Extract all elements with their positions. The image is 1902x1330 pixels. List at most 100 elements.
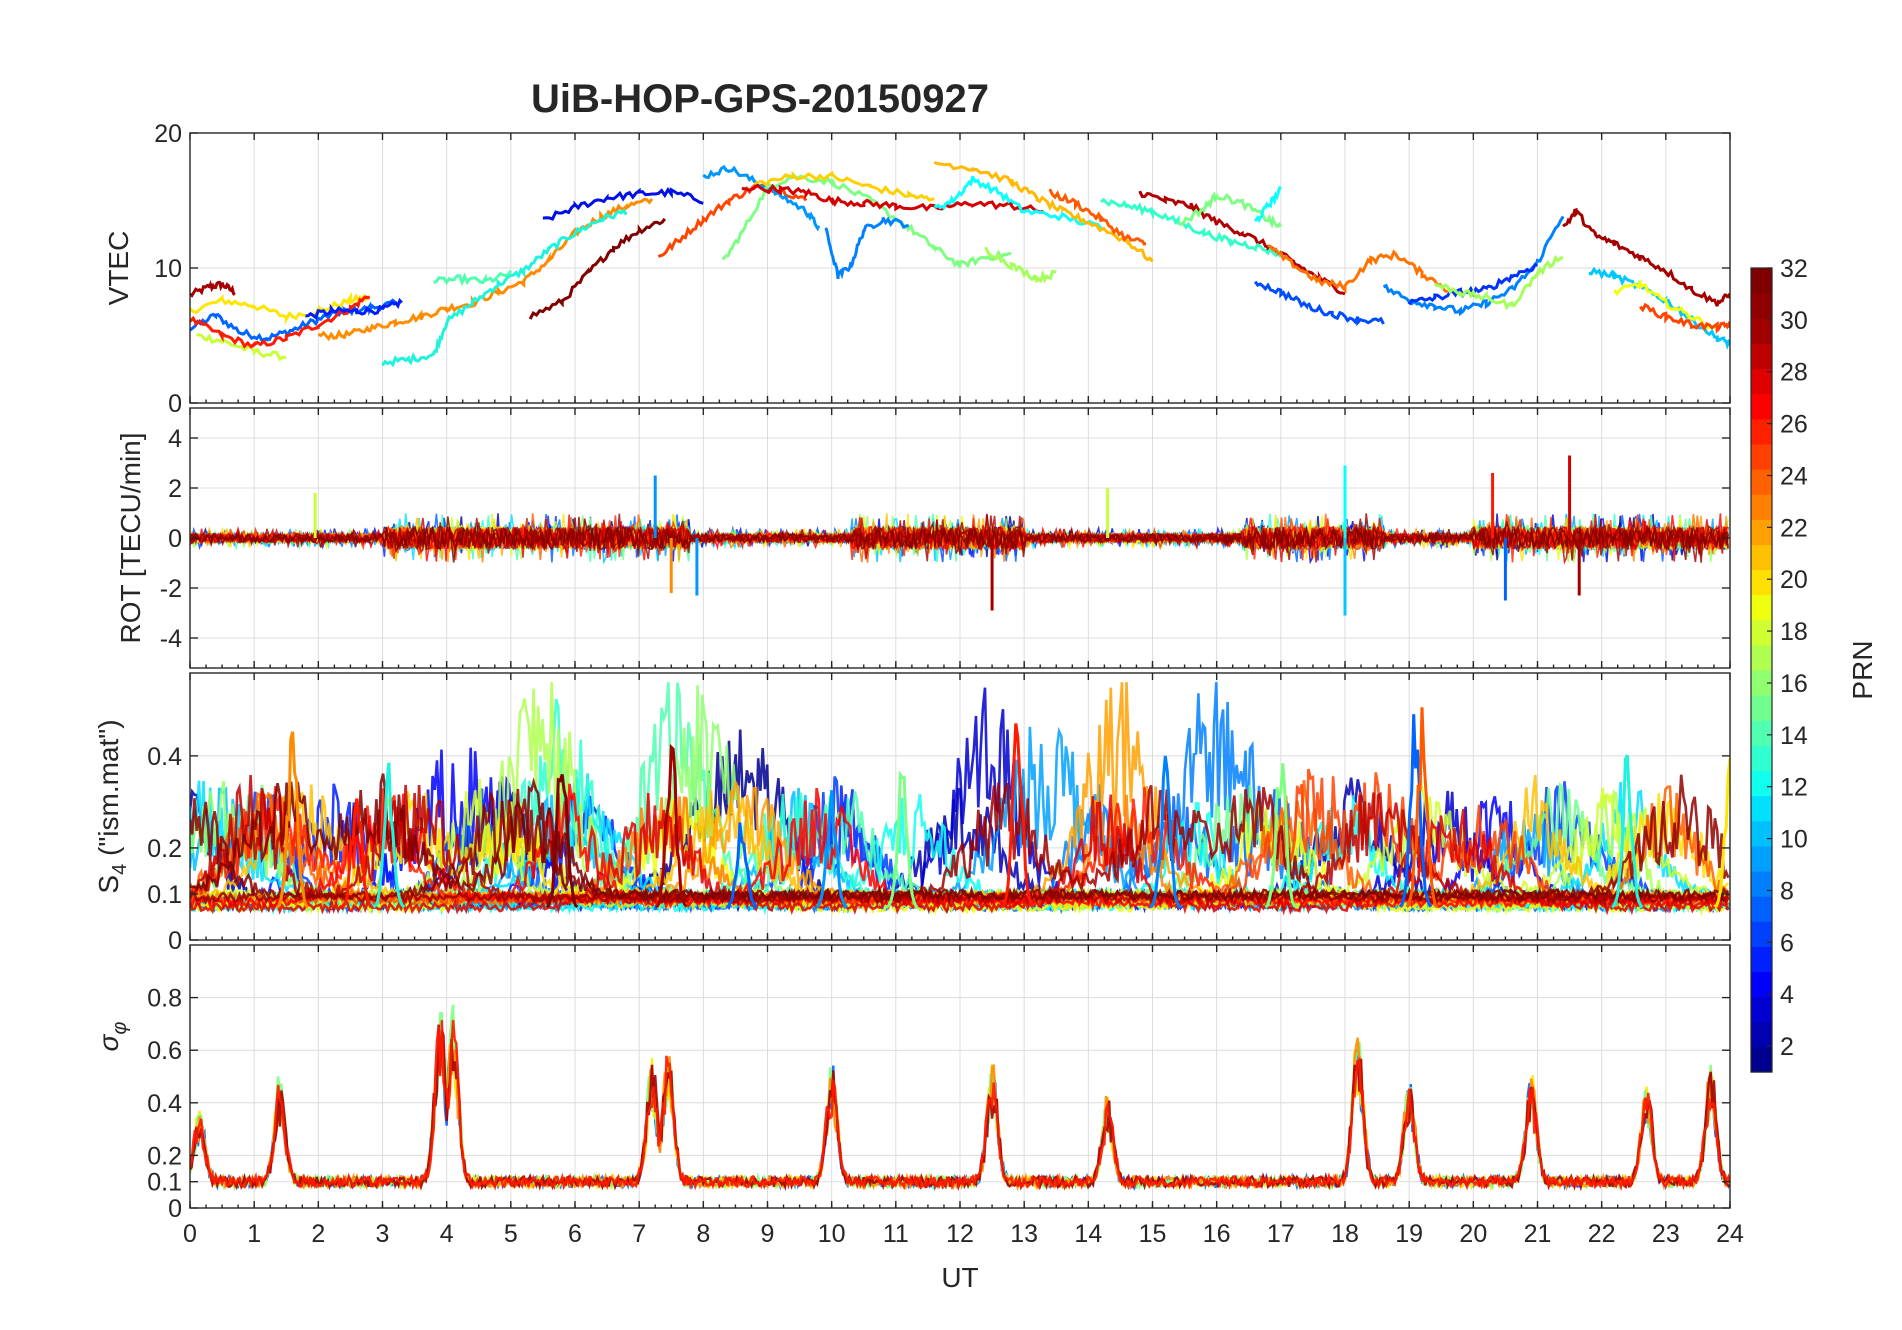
y-axis-label-vtec: VTEC	[103, 231, 134, 306]
vtec-series-prn-27	[1639, 302, 1730, 334]
y-tick-label: 0.4	[147, 743, 182, 771]
x-tick-label: 2	[311, 1220, 325, 1248]
panel-s4: 0 0.1 0.2 0.4 S4 ("ism.mat")	[93, 672, 1731, 955]
colorbar-swatch	[1751, 795, 1772, 822]
x-tick-label: 5	[504, 1220, 518, 1248]
colorbar-swatch	[1751, 820, 1772, 847]
colorbar-swatch	[1751, 343, 1772, 370]
panel-vtec: 0 10 20 VTEC	[103, 120, 1731, 418]
x-tick-label: 10	[818, 1220, 846, 1248]
x-tick-label: 15	[1139, 1220, 1167, 1248]
x-tick-label: 8	[696, 1220, 710, 1248]
colorbar-tick-label: 20	[1780, 566, 1808, 594]
figure-title: UiB-HOP-GPS-20150927	[531, 77, 989, 121]
y-tick-label: 0.6	[147, 1037, 182, 1065]
colorbar-swatch	[1751, 393, 1772, 420]
colorbar-tick-label: 32	[1780, 255, 1808, 283]
colorbar-swatch	[1751, 871, 1772, 897]
vtec-series-prn-31	[1562, 207, 1730, 307]
colorbar-swatch	[1751, 569, 1772, 596]
colorbar-tick-label: 26	[1780, 411, 1808, 439]
colorbar-tick-label: 16	[1780, 670, 1808, 698]
y-tick-label: 0	[168, 1195, 182, 1223]
colorbar-swatch	[1751, 619, 1772, 646]
colorbar-swatch	[1751, 318, 1772, 344]
vtec-series-prn-14	[1100, 197, 1283, 258]
vtec-series-prn-16	[1177, 191, 1283, 229]
vtec-series-prn-22	[933, 161, 1154, 263]
colorbar-swatch	[1751, 996, 1772, 1023]
colorbar-swatch	[1751, 494, 1772, 520]
colorbar-swatch	[1751, 268, 1772, 294]
s4-peak	[1713, 758, 1730, 909]
colorbar-tick-label: 14	[1780, 722, 1808, 750]
colorbar-swatch	[1751, 971, 1772, 998]
colorbar-tick-label: 24	[1780, 462, 1808, 490]
colorbar-swatch	[1751, 443, 1772, 470]
x-tick-label: 18	[1331, 1220, 1359, 1248]
y-tick-label: -2	[160, 575, 182, 603]
y-tick-label: 0.8	[147, 985, 182, 1013]
s4-peak	[1001, 723, 1035, 909]
y-axis-label-sigma_phi: σφ	[93, 1022, 131, 1052]
x-tick-label: 24	[1716, 1220, 1744, 1248]
vtec-series-prn-26	[1048, 188, 1147, 246]
colorbar-tick-label: 10	[1780, 826, 1808, 854]
x-tick-label: 0	[183, 1220, 197, 1248]
colorbar-swatch	[1751, 946, 1772, 973]
colorbar-tick-label: 6	[1780, 929, 1794, 957]
s4-peak	[655, 743, 688, 909]
colorbar-swatch	[1751, 1046, 1772, 1073]
y-tick-label: 0.1	[147, 881, 182, 909]
vtec-series-prn-21	[753, 170, 935, 202]
y-tick-label: 0.1	[147, 1169, 182, 1197]
plot-area-sigma_phi	[190, 1004, 1730, 1192]
vtec-series-prn-20	[190, 291, 371, 325]
vtec-series-prn-6	[1253, 280, 1385, 327]
colorbar-swatch	[1751, 1021, 1772, 1048]
s4-peak	[1405, 707, 1439, 908]
y-tick-label: 0	[168, 390, 182, 418]
s4-peak	[545, 773, 579, 909]
colorbar-tick-label: 22	[1780, 514, 1808, 542]
vtec-series-prn-3	[305, 297, 403, 320]
s4-peak	[1398, 714, 1433, 908]
y-tick-label: 20	[154, 120, 182, 148]
y-tick-label: 10	[154, 255, 182, 283]
vtec-series-prn-9	[824, 216, 910, 280]
y-axis-label-s4: S4 ("ism.mat")	[93, 719, 131, 893]
vtec-series-prn-12	[1253, 185, 1282, 224]
colorbar-swatch	[1751, 695, 1772, 721]
panel-rot: -4 -2 0 2 4 ROT [TECU/min]	[115, 407, 1731, 669]
x-tick-label: 3	[376, 1220, 390, 1248]
vtec-series-prn-24	[1267, 243, 1449, 294]
x-tick-label: 13	[1010, 1220, 1038, 1248]
x-tick-label: 9	[761, 1220, 775, 1248]
colorbar-swatch	[1751, 921, 1772, 947]
y-tick-label: -4	[160, 625, 182, 653]
x-tick-label: 23	[1652, 1220, 1680, 1248]
y-tick-label: 0.4	[147, 1090, 182, 1118]
colorbar-swatch	[1751, 845, 1772, 872]
x-tick-label: 12	[946, 1220, 974, 1248]
colorbar-swatch	[1751, 896, 1772, 922]
vtec-series-prn-30	[1138, 190, 1346, 296]
s4-trace	[190, 774, 1730, 905]
y-axis-label-rot: ROT [TECU/min]	[115, 432, 146, 643]
x-tick-label: 11	[883, 1220, 909, 1248]
s4-peak	[885, 770, 919, 909]
vtec-series-prn-17	[1434, 254, 1564, 311]
vtec-series-prn-12	[933, 175, 1103, 230]
colorbar-tick-label: 12	[1780, 774, 1808, 802]
plot-area-s4	[190, 682, 1730, 917]
rot-trace	[190, 516, 1729, 563]
vtec-series-prn-18	[196, 333, 287, 362]
y-tick-label: 4	[168, 425, 182, 453]
colorbar-swatch	[1751, 418, 1772, 445]
colorbar-swatch	[1751, 720, 1772, 746]
vtec-series-prn-16	[721, 170, 1012, 269]
vtec-series-prn-2	[542, 186, 704, 221]
colorbar-tick-label: 4	[1780, 981, 1794, 1009]
